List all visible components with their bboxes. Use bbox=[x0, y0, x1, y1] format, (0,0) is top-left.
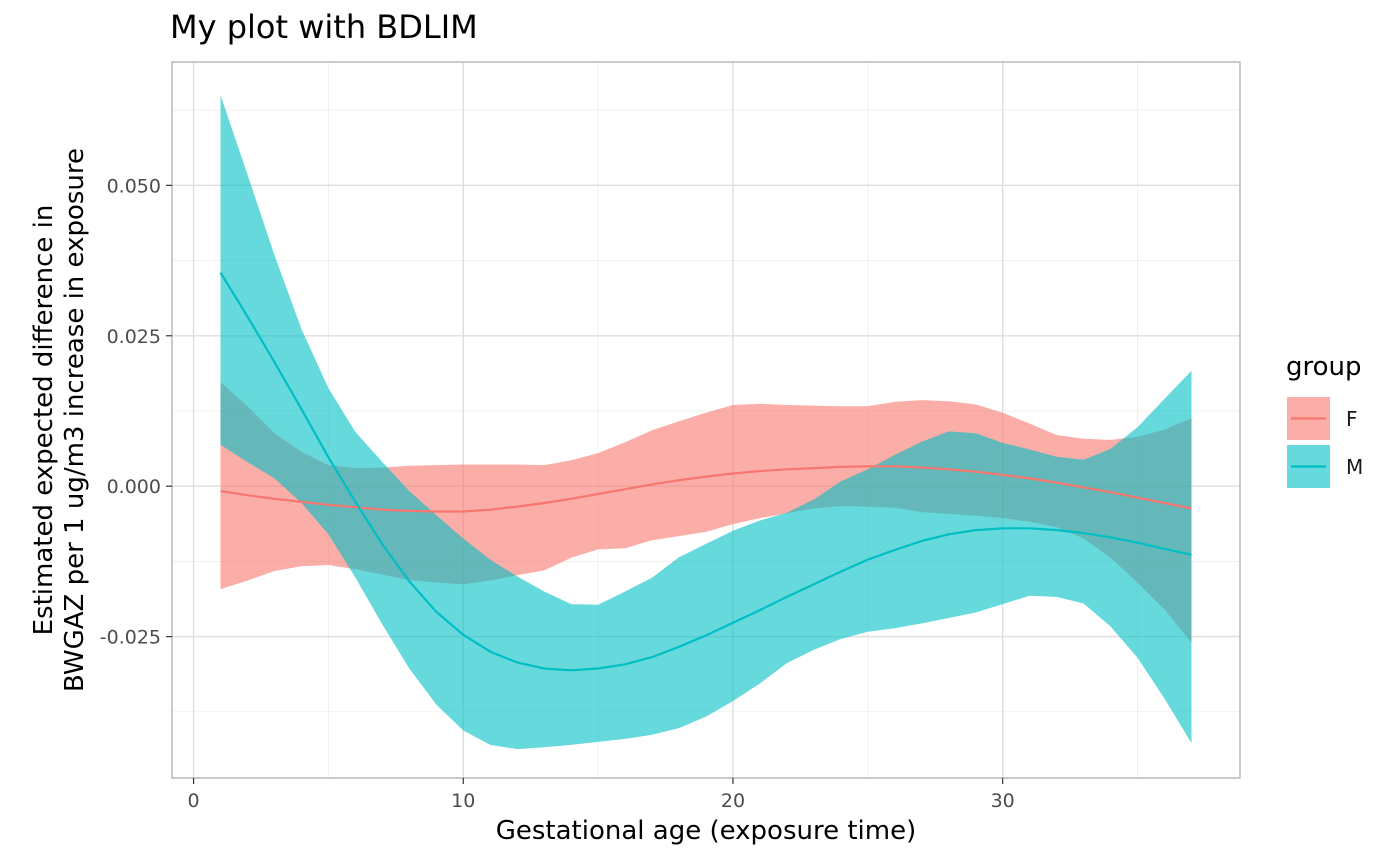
y-tick-label: 0.025 bbox=[107, 326, 161, 348]
x-tick-label: 20 bbox=[721, 790, 745, 812]
panel-border bbox=[171, 61, 1241, 779]
y-tick-label: -0.025 bbox=[100, 627, 161, 649]
y-axis-title-line-2: BWGAZ per 1 ug/m3 increase in exposure bbox=[60, 147, 90, 693]
x-tick-label: 30 bbox=[991, 790, 1015, 812]
x-axis-title: Gestational age (exposure time) bbox=[495, 816, 917, 846]
axis-ticks: 0 10 20 30 -0.025 0.000 0.025 0.050 bbox=[100, 175, 1015, 812]
chart-title: My plot with BDLIM bbox=[170, 8, 478, 46]
ci-band-m bbox=[220, 95, 1192, 750]
series-line-f bbox=[220, 465, 1192, 513]
legend-label-m: M bbox=[1346, 455, 1364, 479]
legend-title: group bbox=[1286, 352, 1362, 382]
x-tick-label: 0 bbox=[188, 790, 200, 812]
y-axis-title-line-1: Estimated expected difference in bbox=[29, 204, 59, 636]
legend-label-f: F bbox=[1346, 407, 1358, 431]
y-axis-title: Estimated expected difference in BWGAZ p… bbox=[29, 110, 91, 730]
y-tick-label: 0.050 bbox=[107, 175, 161, 197]
legend-keys bbox=[1287, 397, 1330, 488]
confidence-bands bbox=[220, 95, 1192, 750]
series-line-m bbox=[219, 272, 1192, 672]
series-lines bbox=[219, 272, 1192, 672]
y-tick-label: 0.000 bbox=[107, 476, 161, 498]
x-tick-label: 10 bbox=[451, 790, 475, 812]
